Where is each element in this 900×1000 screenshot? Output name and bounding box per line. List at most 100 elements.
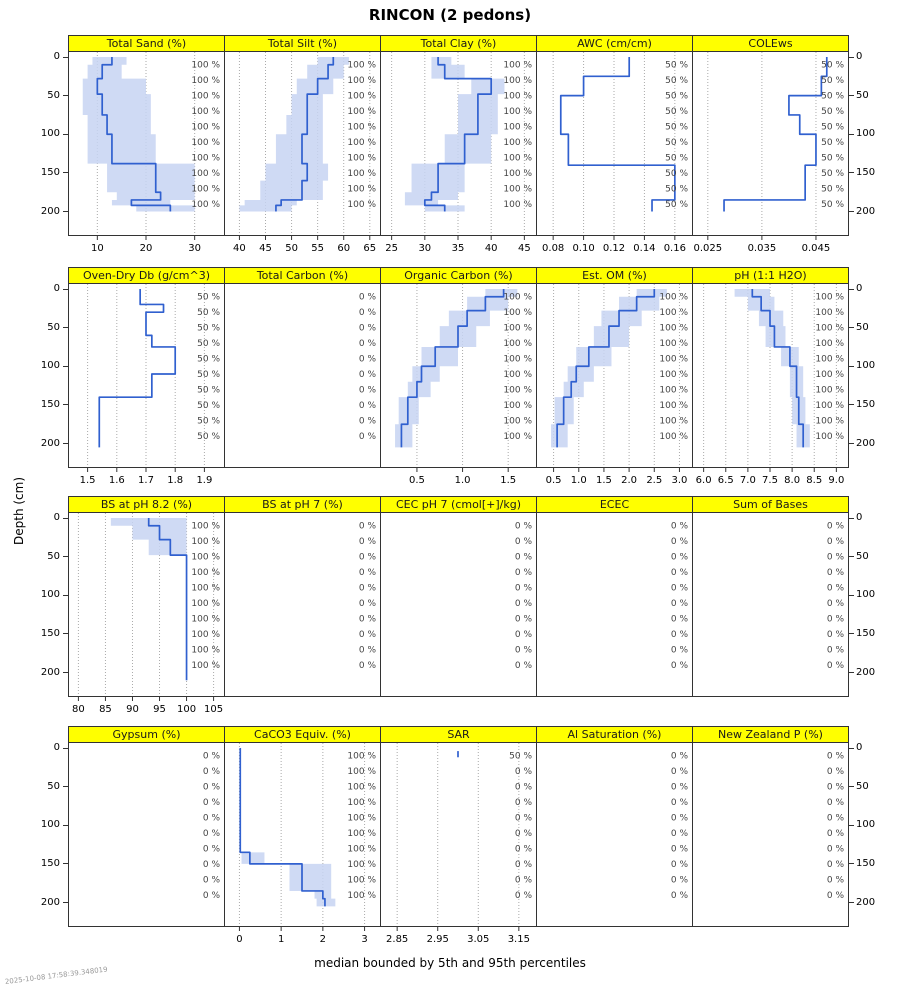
depth-tick [849, 786, 854, 788]
slab-contributing-fraction: 0 % [671, 752, 689, 762]
slab-contributing-fraction: 100 % [191, 553, 220, 563]
slab-contributing-fraction: 100 % [347, 798, 376, 808]
x-tick-label: 3 [361, 934, 367, 945]
strip-total-silt: Total Silt (%) [224, 35, 381, 52]
y-axis-label: Depth (cm) [12, 476, 26, 545]
x-tick-label: 0.10 [572, 243, 594, 254]
depth-tick [63, 902, 68, 904]
depth-tick [63, 211, 68, 213]
panel-est-om: 100 % 100 % 100 % 100 % 100 % 100 % 100 % 100 %… [536, 283, 693, 486]
panel-bs-at-ph-7: 0 % 0 % 0 % 0 % 0 % 0 % 0 % 0 % 0 % 0 % [224, 512, 381, 697]
depth-tick-label: 100 [40, 128, 60, 140]
slab-contributing-fraction: 100 % [503, 169, 532, 179]
slab-contributing-fraction: 100 % [503, 370, 532, 380]
strip-awc-cm-cm: AWC (cm/cm) [536, 35, 693, 52]
slab-contributing-fraction: 50 % [197, 432, 220, 442]
slab-contributing-fraction: 50 % [821, 61, 844, 71]
x-tick-label: 1.0 [455, 475, 471, 486]
slab-contributing-fraction: 100 % [191, 599, 220, 609]
panel-border [536, 742, 693, 927]
strip-bs-at-ph-8-2: BS at pH 8.2 (%) [68, 496, 225, 513]
slab-contributing-fraction: 100 % [191, 107, 220, 117]
depth-tick-label: 200 [856, 666, 876, 678]
x-tick-label: 35 [452, 243, 465, 254]
median-line [96, 57, 172, 212]
slab-contributing-fraction: 100 % [347, 860, 376, 870]
slab-contributing-fraction: 100 % [347, 767, 376, 777]
slab-contributing-fraction: 100 % [347, 169, 376, 179]
slab-contributing-fraction: 0 % [515, 661, 533, 671]
slab-contributing-fraction: 100 % [503, 200, 532, 210]
median-line [147, 518, 188, 681]
strip-cec-ph-7-cmol-kg: CEC pH 7 (cmol[+]/kg) [380, 496, 537, 513]
slab-contributing-fraction: 0 % [203, 767, 221, 777]
depth-tick-label: 50 [47, 321, 60, 333]
slab-contributing-fraction: 100 % [659, 385, 688, 395]
depth-tick [849, 594, 854, 596]
panel-border [692, 283, 849, 468]
slab-contributing-fraction: 100 % [503, 153, 532, 163]
depth-tick-label: 100 [40, 360, 60, 372]
slab-contributing-fraction: 100 % [347, 814, 376, 824]
x-tick-label: 1 [278, 934, 284, 945]
slab-contributing-fraction: 50 % [665, 153, 688, 163]
slab-contributing-fraction: 0 % [827, 783, 845, 793]
slab-contributing-fraction: 100 % [191, 169, 220, 179]
depth-tick [63, 672, 68, 674]
slab-contributing-fraction: 0 % [827, 522, 845, 532]
depth-tick-label: 150 [856, 857, 876, 869]
slab-contributing-fraction: 100 % [659, 355, 688, 365]
depth-tick-label: 100 [856, 360, 876, 372]
slab-contributing-fraction: 50 % [821, 138, 844, 148]
slab-contributing-fraction: 0 % [359, 370, 377, 380]
depth-tick-label: 50 [856, 321, 869, 333]
depth-tick [849, 633, 854, 635]
slab-contributing-fraction: 0 % [515, 844, 533, 854]
slab-contributing-fraction: 0 % [359, 599, 377, 609]
slab-contributing-fraction: 0 % [671, 584, 689, 594]
median-line [559, 57, 676, 212]
slab-contributing-fraction: 100 % [347, 76, 376, 86]
strip-colews: COLEws [692, 35, 849, 52]
slab-contributing-fraction: 0 % [515, 584, 533, 594]
x-tick-label: 60 [337, 243, 350, 254]
slab-contributing-fraction: 0 % [671, 553, 689, 563]
depth-tick-label: 50 [856, 89, 869, 101]
percentile-band [110, 518, 187, 681]
depth-tick-label: 0 [856, 51, 863, 62]
slab-contributing-fraction: 100 % [347, 107, 376, 117]
depth-tick-label: 200 [856, 205, 876, 217]
strip-gypsum: Gypsum (%) [68, 726, 225, 743]
depth-tick-label: 200 [40, 437, 60, 449]
x-tick-label: 1.5 [80, 475, 96, 486]
slab-contributing-fraction: 0 % [359, 522, 377, 532]
strip-total-clay: Total Clay (%) [380, 35, 537, 52]
panel-sum-of-bases: 0 % 0 % 0 % 0 % 0 % 0 % 0 % 0 % 0 % 0 % [692, 512, 849, 697]
slab-contributing-fraction: 0 % [359, 416, 377, 426]
panel-border [692, 51, 849, 236]
depth-tick-label: 200 [40, 896, 60, 908]
x-tick-label: 1.5 [500, 475, 516, 486]
x-tick-label: 0.035 [748, 243, 777, 254]
slab-contributing-fraction: 0 % [359, 537, 377, 547]
slab-contributing-fraction: 0 % [203, 875, 221, 885]
slab-contributing-fraction: 0 % [515, 875, 533, 885]
panel-ecec: 0 % 0 % 0 % 0 % 0 % 0 % 0 % 0 % 0 % 0 % [536, 512, 693, 697]
slab-contributing-fraction: 50 % [665, 92, 688, 102]
slab-contributing-fraction: 0 % [359, 355, 377, 365]
panel-total-silt: 100 % 100 % 100 % 100 % 100 % 100 % 100 % 100 %… [224, 51, 381, 254]
slab-contributing-fraction: 100 % [347, 61, 376, 71]
slab-contributing-fraction: 0 % [827, 661, 845, 671]
slab-contributing-fraction: 100 % [503, 293, 532, 303]
chart-title: RINCON (2 pedons) [368, 6, 532, 24]
depth-tick [63, 633, 68, 635]
slab-contributing-fraction: 0 % [515, 553, 533, 563]
x-tick-label: 105 [204, 704, 223, 715]
depth-tick-label: 150 [40, 857, 60, 869]
slab-contributing-fraction: 0 % [515, 798, 533, 808]
slab-contributing-fraction: 0 % [359, 614, 377, 624]
strip-ecec: ECEC [536, 496, 693, 513]
depth-tick [63, 517, 68, 519]
slab-contributing-fraction: 0 % [671, 875, 689, 885]
slab-contributing-fraction: 0 % [827, 630, 845, 640]
